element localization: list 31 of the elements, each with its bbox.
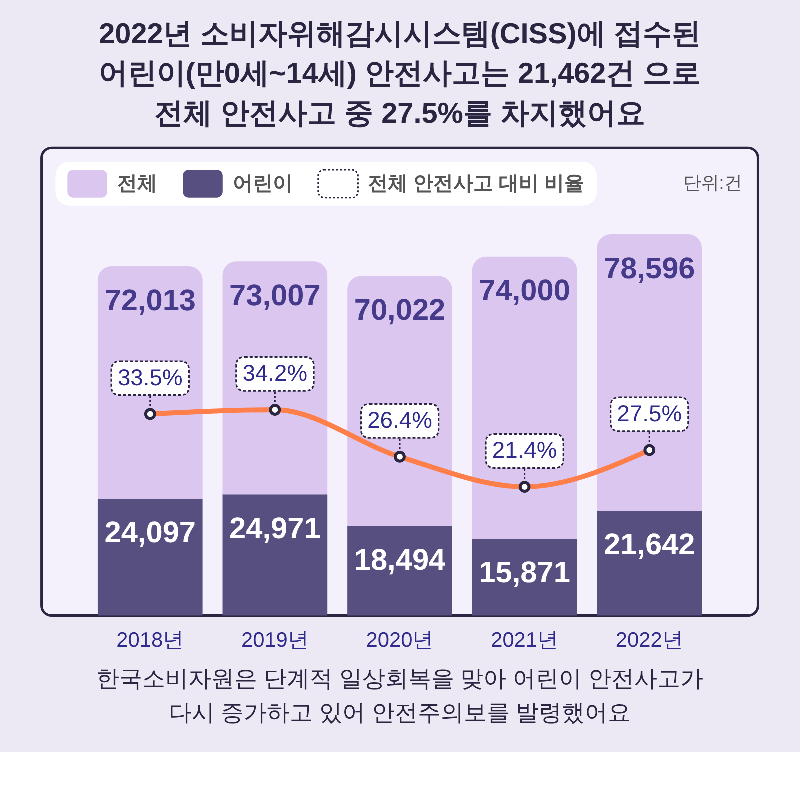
data-label: 24,971 <box>230 512 321 546</box>
x-tick-label: 2021년 <box>491 629 559 652</box>
x-tick-label: 2020년 <box>366 629 434 652</box>
chart-title: 2022년 소비자위해감시시스템(CISS)에 접수된 어린이(만0세~14세) 안전사고는 21,462건 으로 전체 안전사고 중 27.5%를 차지했어요 <box>98 18 702 130</box>
data-label: 26.4% <box>368 407 432 434</box>
bar <box>348 526 452 616</box>
legend-label: 전체 안전사고 대비 비율 <box>368 172 585 195</box>
total-label: 74,000 <box>479 274 570 308</box>
data-label: 24,097 <box>104 516 196 550</box>
x-tick-label: 2018년 <box>116 629 184 652</box>
legend-label: 어린이 <box>232 172 293 195</box>
total-label: 73,007 <box>230 279 321 312</box>
bar <box>597 234 702 511</box>
total-label: 70,022 <box>354 294 446 327</box>
data-label: 15,871 <box>479 556 570 590</box>
bar <box>98 498 203 616</box>
text: 한국소비자원은 단계적 일상회복을 맞아 어린이 안전사고가 다시 증가하고 있어 안전주의보를 발령했어요 <box>96 665 704 726</box>
data-label: 27.5% <box>617 400 682 426</box>
bar <box>597 510 702 616</box>
data-label: 34.2% <box>242 360 308 386</box>
total-label: 72,013 <box>104 284 196 318</box>
data-label: 33.5% <box>118 364 183 390</box>
total-label: 78,596 <box>604 252 696 286</box>
x-tick-label: 2019년 <box>241 629 309 652</box>
text: 단위:건 <box>683 172 742 193</box>
data-label: 18,494 <box>354 544 446 577</box>
x-tick-label: 2022년 <box>616 629 684 652</box>
bar <box>222 494 328 616</box>
data-label: 21,642 <box>604 528 696 562</box>
data-label: 21.4% <box>492 437 558 464</box>
legend-label: 전체 <box>117 172 158 195</box>
